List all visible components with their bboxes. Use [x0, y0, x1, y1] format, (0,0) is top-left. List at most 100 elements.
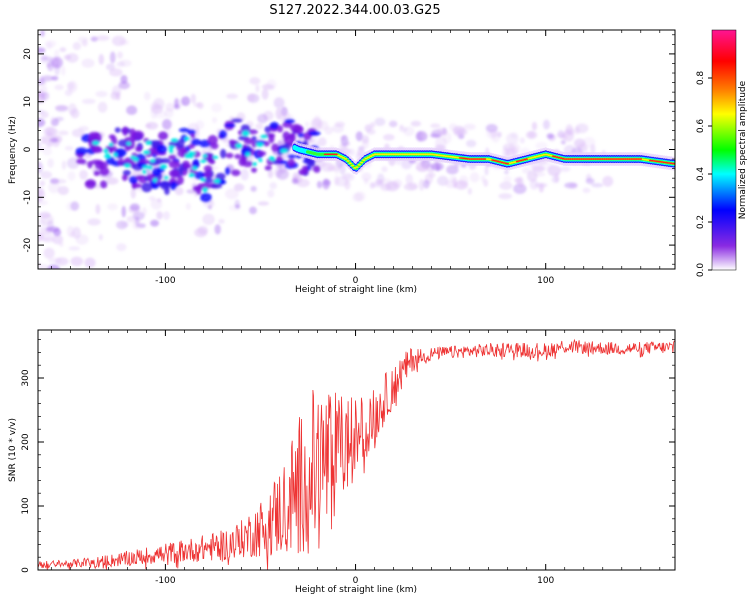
spectrogram-noise-blob — [410, 120, 422, 127]
spectrogram-noise-blob — [39, 264, 49, 269]
ridge-core — [378, 153, 382, 156]
spectrogram-noise-blob — [181, 96, 191, 107]
spectrogram-noise-blob — [143, 91, 151, 101]
spectrogram-noise-blob — [41, 91, 50, 101]
spectrogram-noise-blob — [469, 172, 480, 183]
spectrogram-noise-blob — [454, 180, 469, 190]
ridge-core — [394, 153, 398, 156]
ridge-core — [426, 153, 430, 156]
spectrogram-energy-blob — [90, 159, 103, 165]
spectrogram-noise-blob — [41, 75, 54, 82]
ridge-core — [366, 156, 371, 159]
spectrogram-energy-blob — [284, 118, 296, 124]
spectrogram-noise-blob — [47, 158, 54, 168]
spectrogram-peak-blob — [255, 142, 264, 147]
spectrogram-noise-blob — [582, 136, 596, 148]
spectrogram-noise-blob — [380, 183, 392, 192]
spectrogram-noise-blob — [105, 177, 119, 185]
spectrogram-noise-blob — [383, 134, 395, 141]
spectrogram-noise-blob — [211, 117, 218, 124]
spectrogram-energy-blob — [164, 186, 170, 195]
spectrogram-noise-blob — [224, 188, 239, 200]
ridge-core — [417, 153, 421, 156]
spectrogram-noise-blob — [422, 179, 430, 189]
snr-xtick-label: -100 — [155, 576, 176, 586]
spectrogram-noise-blob — [197, 225, 209, 235]
spectrogram-ytick-label: -10 — [23, 190, 33, 205]
spectrogram-noise-blob — [542, 119, 550, 130]
ridge-core — [405, 153, 409, 156]
spectrogram-noise-blob — [150, 219, 160, 227]
spectrogram-noise-blob — [196, 102, 204, 109]
spectrogram-noise-blob — [38, 142, 42, 147]
ridge-hot — [639, 158, 643, 160]
spectrogram-noise-blob — [98, 53, 105, 65]
spectrogram-noise-blob — [516, 176, 524, 189]
spectrogram-noise-blob — [95, 90, 108, 98]
ridge-core — [362, 159, 366, 162]
spectrogram-energy-blob — [313, 165, 321, 173]
spectrogram-noise-blob — [531, 121, 538, 131]
ridge-core — [355, 166, 359, 168]
spectrogram-noise-blob — [381, 166, 388, 173]
spectrogram-noise-blob — [340, 135, 349, 147]
spectrogram-noise-blob — [161, 119, 172, 130]
spectrogram-noise-blob — [436, 127, 448, 136]
ridge-core — [344, 157, 348, 160]
spectrogram-noise-blob — [40, 56, 54, 61]
spectrogram-noise-blob — [602, 175, 614, 187]
spectrogram-peak-blob — [188, 172, 195, 178]
spectrogram-noise-blob — [64, 89, 73, 97]
spectrogram-noise-blob — [39, 180, 46, 187]
ridge-core — [387, 153, 391, 156]
spectrogram-noise-blob — [98, 234, 103, 241]
spectrogram-noise-blob — [150, 198, 163, 210]
spectrogram-noise-blob — [308, 138, 315, 144]
spectrogram-energy-blob — [231, 169, 241, 177]
spectrogram-noise-blob — [116, 243, 127, 252]
spectrogram-energy-blob — [177, 175, 184, 185]
spectrogram-energy-blob — [224, 123, 236, 128]
spectrogram-noise-blob — [560, 140, 566, 145]
spectrogram-energy-blob — [108, 134, 116, 140]
spectrogram-energy-blob — [240, 124, 251, 132]
snr-series-line — [38, 338, 675, 570]
spectrogram-noise-blob — [322, 178, 330, 190]
spectrogram-noise-blob — [52, 178, 67, 184]
spectrogram-energy-blob — [257, 151, 267, 157]
ridge-core — [364, 157, 368, 160]
spectrogram-peak-blob — [184, 153, 190, 159]
spectrogram-noise-blob — [55, 105, 69, 113]
spectrogram-noise-blob — [64, 145, 74, 151]
spectrogram-peak-blob — [108, 142, 114, 147]
ridge-hot — [525, 158, 529, 160]
spectrogram-noise-blob — [132, 211, 145, 221]
spectrogram-noise-blob — [467, 187, 473, 195]
spectrogram-noise-blob — [554, 172, 560, 183]
spectrogram-noise-blob — [97, 101, 108, 113]
spectrogram-noise-blob — [95, 35, 110, 41]
spectrogram-noise-blob — [156, 211, 163, 220]
spectrogram-ytick-label: 0 — [23, 146, 33, 152]
spectrogram-peak-blob — [252, 162, 257, 167]
spectrogram-noise-blob — [504, 169, 509, 175]
spectrogram-ytick-label: 10 — [23, 96, 33, 108]
spectrogram-noise-blob — [66, 82, 75, 90]
spectrogram-noise-blob — [582, 187, 591, 194]
spectrogram-noise-blob — [519, 137, 525, 144]
spectrogram-noise-blob — [535, 141, 548, 150]
spectrogram-peak-blob — [104, 154, 111, 159]
spectrogram-peak-blob — [126, 141, 132, 146]
spectrogram-noise-blob — [547, 165, 562, 177]
spectrogram-energy-blob — [242, 160, 254, 168]
spectrogram-noise-blob — [218, 218, 225, 224]
spectrogram-noise-blob — [246, 93, 256, 102]
spectrogram-energy-blob — [182, 163, 192, 169]
spectrogram-energy-blob — [264, 165, 272, 171]
spectrogram-noise-blob — [79, 169, 88, 180]
spectrogram-noise-blob — [573, 138, 586, 149]
spectrogram-noise-blob — [40, 170, 53, 179]
spectrogram-energy-blob — [234, 154, 242, 160]
spectrogram-noise-blob — [130, 187, 137, 199]
